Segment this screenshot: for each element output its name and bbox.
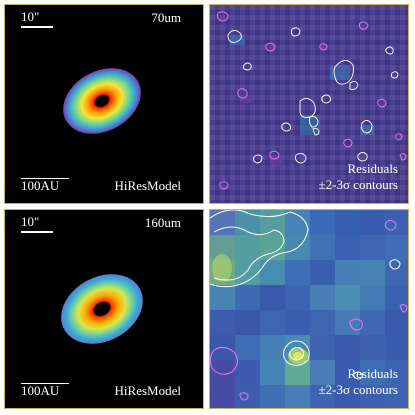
model-label: HiResModel [114, 383, 181, 398]
physical-scale-bar [21, 177, 69, 179]
angular-scale-bar [21, 231, 53, 233]
contours-label: ±2-3σ contours [318, 177, 399, 192]
residual-160um-panel: Residuals ±2-3σ contours [209, 209, 409, 409]
angular-scale-label: 10" [21, 9, 40, 24]
wavelength-label: 160um [144, 215, 181, 230]
model-160um-panel: 10" 160um 100AU HiResModel [4, 209, 204, 409]
contours-label: ±2-3σ contours [318, 382, 399, 397]
physical-scale-label: 100AU [21, 178, 60, 193]
angular-scale-label: 10" [21, 214, 40, 229]
physical-scale-bar [21, 382, 69, 384]
residuals-label: Residuals [347, 161, 398, 176]
residual-map [210, 5, 408, 203]
angular-scale-bar [21, 26, 53, 28]
physical-scale-label: 100AU [21, 383, 60, 398]
disk-model-image [63, 68, 141, 134]
residual-70um-panel: Residuals ±2-3σ contours [209, 4, 409, 204]
residual-map [210, 210, 408, 408]
model-label: HiResModel [114, 178, 181, 193]
disk-model-image [61, 274, 143, 344]
wavelength-label: 70um [151, 10, 181, 25]
residuals-label: Residuals [347, 366, 398, 381]
model-70um-panel: 10" 70um 100AU HiResModel [4, 4, 204, 204]
